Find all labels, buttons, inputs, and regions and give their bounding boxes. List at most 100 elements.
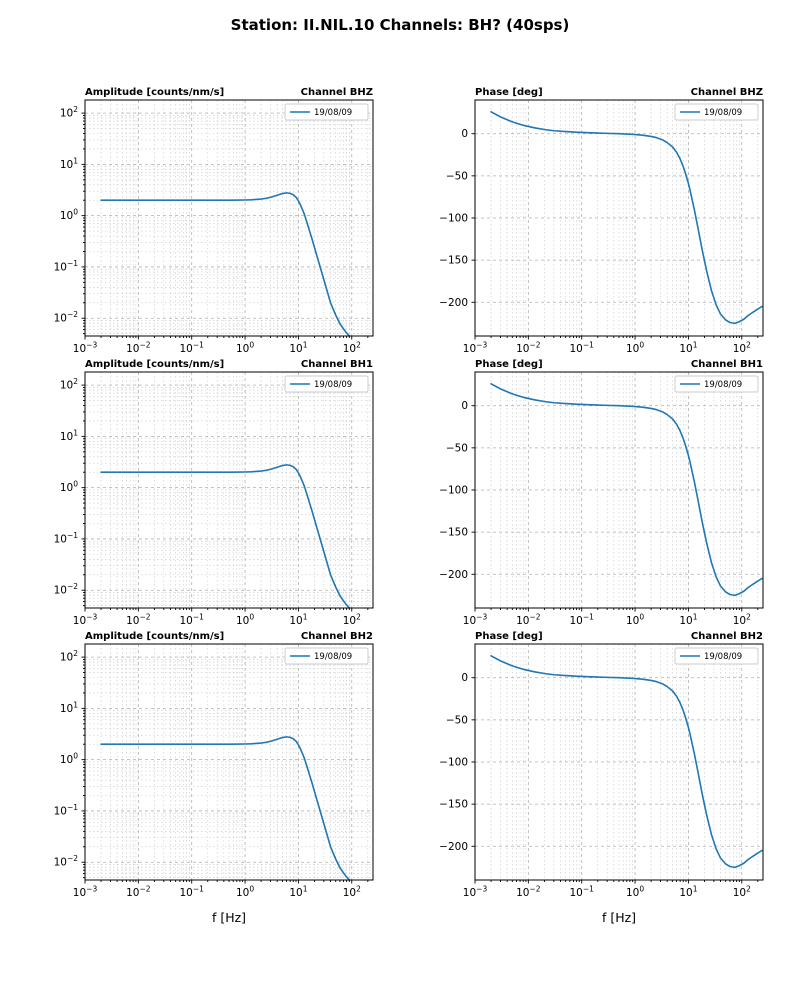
subplot-amplitude-bhz: 10−3 10−2 10−1 100 101 102 10−2 10−1 100 101 102 Am…: [54, 87, 374, 355]
chart-grid: 10−3 10−2 10−1 100 101 102 10−2 10−1 100 101 102 Am…: [23, 84, 777, 928]
tick-label: 100: [60, 752, 78, 767]
axis-ticks: [81, 384, 369, 612]
tick-label: 101: [60, 428, 78, 443]
axis-ticks: [471, 405, 759, 612]
tick-label: 10−1: [569, 613, 594, 628]
axis-tick-labels: 10−3 10−2 10−1 100 101 102 10−2 10−1 100 101 102: [54, 105, 362, 355]
tick-label: 100: [236, 613, 254, 628]
subplot-title-left: Phase [deg]: [475, 631, 543, 642]
axis-ticks: [471, 677, 759, 884]
tick-label: 100: [236, 885, 254, 900]
grid-lines: [474, 644, 763, 880]
grid-lines: [84, 100, 373, 336]
tick-label: −200: [439, 841, 468, 853]
tick-label: 100: [60, 208, 78, 223]
subplot-title-right: Channel BHZ: [301, 87, 373, 98]
response-curve: [490, 383, 763, 597]
legend: 19/08/09: [674, 375, 759, 393]
legend-box: [284, 103, 369, 121]
tick-label: 101: [679, 613, 697, 628]
legend-label: 19/08/09: [314, 380, 352, 390]
tick-label: 100: [626, 341, 644, 356]
subplot-title-right: Channel BH2: [691, 631, 763, 642]
tick-label: 10−1: [54, 803, 79, 818]
response-curve: [490, 655, 763, 869]
axis-tick-labels: 10−3 10−2 10−1 100 101 102 0 −50 −100 −150 −200: [439, 128, 751, 355]
legend-label: 19/08/09: [314, 652, 352, 662]
legend: 19/08/09: [284, 375, 369, 393]
subplot-phase-bh2: 10−3 10−2 10−1 100 101 102 0 −50 −100 −150 −200 Pha…: [439, 631, 764, 925]
tick-label: 100: [626, 885, 644, 900]
tick-label: 10−1: [54, 259, 79, 274]
tick-label: 10−3: [73, 885, 98, 900]
tick-label: −150: [439, 799, 468, 811]
subplot-title-right: Channel BHZ: [691, 87, 763, 98]
axes-frame: [84, 371, 374, 609]
subplot-title-left: Phase [deg]: [475, 359, 543, 370]
tick-label: 10−2: [54, 854, 79, 869]
axes-frame: [84, 643, 374, 881]
legend: 19/08/09: [284, 103, 369, 121]
axis-ticks: [81, 112, 369, 340]
tick-label: −150: [439, 527, 468, 539]
subplot-title-left: Phase [deg]: [475, 87, 543, 98]
tick-label: −50: [446, 714, 468, 726]
legend: 19/08/09: [674, 647, 759, 665]
legend-label: 19/08/09: [704, 380, 742, 390]
subplot-title-left: Amplitude [counts/nm/s]: [85, 631, 224, 642]
tick-label: 101: [679, 885, 697, 900]
axis-tick-labels: 10−3 10−2 10−1 100 101 102 0 −50 −100 −150 −200: [439, 400, 751, 627]
tick-label: 10−2: [54, 582, 79, 597]
tick-label: 102: [733, 341, 751, 356]
tick-label: 101: [60, 700, 78, 715]
subplot-title-right: Channel BH1: [301, 359, 373, 370]
axis-tick-labels: 10−3 10−2 10−1 100 101 102 10−2 10−1 100 101 102: [54, 649, 362, 899]
x-axis-label: f [Hz]: [602, 910, 636, 925]
tick-label: 102: [343, 613, 361, 628]
axis-tick-labels: 10−3 10−2 10−1 100 101 102 10−2 10−1 100 101 102: [54, 377, 362, 627]
tick-label: 10−1: [569, 885, 594, 900]
tick-label: 102: [343, 885, 361, 900]
subplot-amplitude-bh1: 10−3 10−2 10−1 100 101 102 10−2 10−1 100 101 102 Am…: [54, 359, 374, 627]
subplot-title-left: Amplitude [counts/nm/s]: [85, 359, 224, 370]
tick-label: 10−2: [126, 885, 151, 900]
legend-label: 19/08/09: [314, 108, 352, 118]
grid-lines: [84, 644, 373, 880]
tick-label: −200: [439, 297, 468, 309]
response-curve: [100, 464, 351, 608]
response-curve: [100, 736, 351, 880]
tick-label: 102: [60, 105, 78, 120]
legend-box: [674, 103, 759, 121]
tick-label: 10−1: [54, 531, 79, 546]
legend-box: [284, 647, 369, 665]
tick-label: 10−1: [179, 341, 204, 356]
tick-label: 10−3: [463, 613, 488, 628]
tick-label: 100: [236, 341, 254, 356]
tick-label: −100: [439, 213, 468, 225]
tick-label: −50: [446, 170, 468, 182]
tick-label: 100: [626, 613, 644, 628]
tick-label: 101: [289, 885, 307, 900]
grid-lines: [474, 372, 763, 608]
subplot-title-right: Channel BH1: [691, 359, 763, 370]
tick-label: 10−2: [516, 341, 541, 356]
tick-label: 102: [60, 649, 78, 664]
tick-label: 10−2: [126, 613, 151, 628]
tick-label: 101: [60, 156, 78, 171]
tick-label: 10−3: [73, 613, 98, 628]
tick-label: 102: [60, 377, 78, 392]
axis-ticks: [471, 133, 759, 340]
axes-frame: [474, 371, 764, 609]
subplot-phase-bhz: 10−3 10−2 10−1 100 101 102 0 −50 −100 −150 −200 Pha…: [439, 87, 764, 355]
tick-label: 0: [461, 400, 468, 412]
tick-label: −50: [446, 442, 468, 454]
tick-label: 102: [733, 885, 751, 900]
tick-label: 10−2: [516, 613, 541, 628]
tick-label: 10−3: [463, 341, 488, 356]
tick-label: 101: [289, 341, 307, 356]
legend: 19/08/09: [284, 647, 369, 665]
tick-label: 10−1: [179, 613, 204, 628]
tick-label: 10−2: [54, 310, 79, 325]
tick-label: 10−1: [569, 341, 594, 356]
axes-frame: [474, 643, 764, 881]
